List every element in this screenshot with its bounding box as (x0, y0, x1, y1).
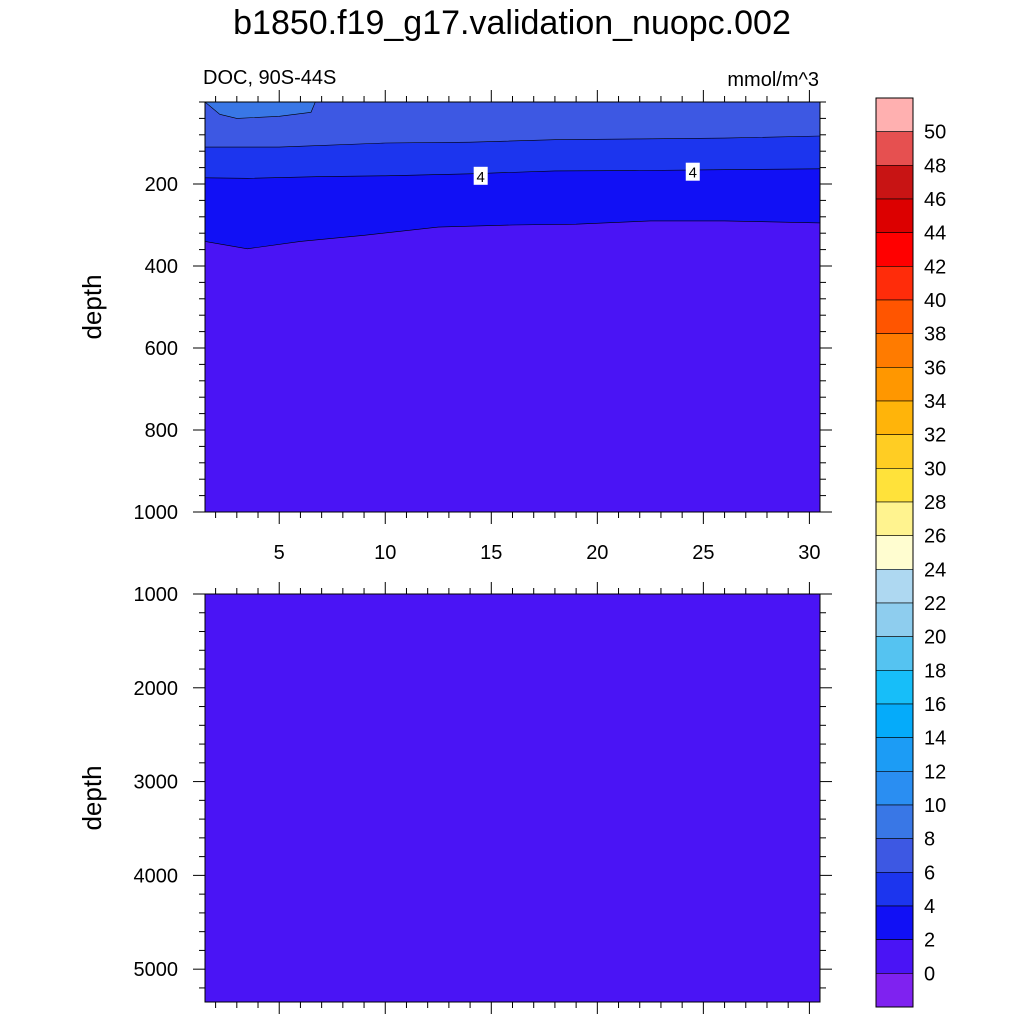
colorbar-label: 24 (924, 559, 946, 581)
colorbar-box (875, 367, 914, 402)
colorbar-box (875, 131, 914, 166)
colorbar: 0246810121416182022242628303234363840424… (875, 97, 946, 1008)
colorbar-box (875, 771, 914, 806)
colorbar-box (875, 299, 914, 334)
colorbar-box (875, 670, 914, 705)
colorbar-box (875, 97, 914, 132)
contour-fill-2-4 (205, 594, 820, 1002)
colorbar-box (875, 232, 914, 267)
y-tick-label: 3000 (134, 772, 179, 794)
contour-line (205, 220, 820, 250)
contour-fill-2-4 (205, 220, 820, 512)
contour-line (205, 135, 820, 148)
colorbar-label: 34 (924, 391, 946, 413)
colorbar-label: 42 (924, 256, 946, 278)
y-tick-label: 4000 (134, 865, 179, 887)
colorbar-box (875, 737, 914, 772)
y-tick-label: 1000 (134, 502, 179, 524)
upper-y-axis-label: depth (77, 274, 107, 339)
colorbar-label: 36 (924, 357, 946, 379)
units-label: mmol/m^3 (727, 69, 819, 91)
y-tick-label: 5000 (134, 959, 179, 981)
colorbar-box (875, 804, 914, 839)
colorbar-label: 46 (924, 189, 946, 211)
colorbar-box (875, 266, 914, 301)
colorbar-label: 30 (924, 458, 946, 480)
x-tick-label: 30 (798, 542, 820, 564)
colorbar-box (875, 838, 914, 873)
colorbar-label: 16 (924, 694, 946, 716)
y-tick-label: 1000 (134, 584, 179, 606)
x-tick-label: 20 (586, 542, 608, 564)
colorbar-box (875, 501, 914, 536)
svg-text:4: 4 (477, 169, 485, 186)
colorbar-label: 48 (924, 155, 946, 177)
colorbar-label: 12 (924, 761, 946, 783)
colorbar-box (875, 973, 914, 1008)
colorbar-box (875, 165, 914, 200)
colorbar-label: 22 (924, 593, 946, 615)
y-tick-label: 800 (145, 420, 178, 442)
colorbar-label: 26 (924, 526, 946, 548)
colorbar-label: 28 (924, 492, 946, 514)
colorbar-box (875, 434, 914, 469)
colorbar-box (875, 939, 914, 974)
lower-panel: 1000 2000 3000 4000 5000 depth (77, 582, 832, 1014)
colorbar-box (875, 872, 914, 907)
y-tick-label: 400 (145, 256, 178, 278)
colorbar-label: 10 (924, 795, 946, 817)
contour-line-label: 4 (473, 166, 488, 186)
colorbar-box (875, 703, 914, 738)
colorbar-label: 44 (924, 223, 946, 245)
colorbar-label: 6 (924, 862, 935, 884)
colorbar-box (875, 905, 914, 940)
colorbar-label: 40 (924, 290, 946, 312)
colorbar-box (875, 636, 914, 671)
x-tick-label: 25 (692, 542, 714, 564)
colorbar-label: 8 (924, 829, 935, 851)
colorbar-box (875, 468, 914, 503)
colorbar-label: 18 (924, 660, 946, 682)
colorbar-label: 4 (924, 896, 935, 918)
y-tick-label: 2000 (134, 678, 179, 700)
variable-region-label: DOC, 90S-44S (203, 67, 336, 89)
contour-fill-10-12 (205, 102, 316, 119)
colorbar-label: 2 (924, 930, 935, 952)
svg-text:4: 4 (689, 165, 697, 182)
colorbar-box (875, 569, 914, 604)
x-tick-label: 5 (274, 542, 285, 564)
colorbar-label: 50 (924, 122, 946, 144)
colorbar-label: 14 (924, 728, 946, 750)
colorbar-box (875, 535, 914, 570)
upper-panel: 4 4 5 10 15 20 25 30 200 400 600 800 1000 depth (77, 90, 832, 564)
lower-y-axis-label: depth (77, 765, 107, 830)
x-tick-label: 15 (480, 542, 502, 564)
y-tick-label: 200 (145, 174, 178, 196)
contour-line-label: 4 (685, 162, 700, 182)
contour-line (205, 102, 316, 119)
y-tick-label: 600 (145, 338, 178, 360)
colorbar-box (875, 333, 914, 368)
colorbar-label: 38 (924, 324, 946, 346)
colorbar-box (875, 198, 914, 233)
colorbar-box (875, 602, 914, 637)
colorbar-box (875, 400, 914, 435)
x-tick-label: 10 (374, 542, 396, 564)
colorbar-label: 0 (924, 963, 935, 985)
figure-title: b1850.f19_g17.validation_nuopc.002 (233, 4, 791, 42)
colorbar-label: 20 (924, 627, 946, 649)
colorbar-label: 32 (924, 425, 946, 447)
